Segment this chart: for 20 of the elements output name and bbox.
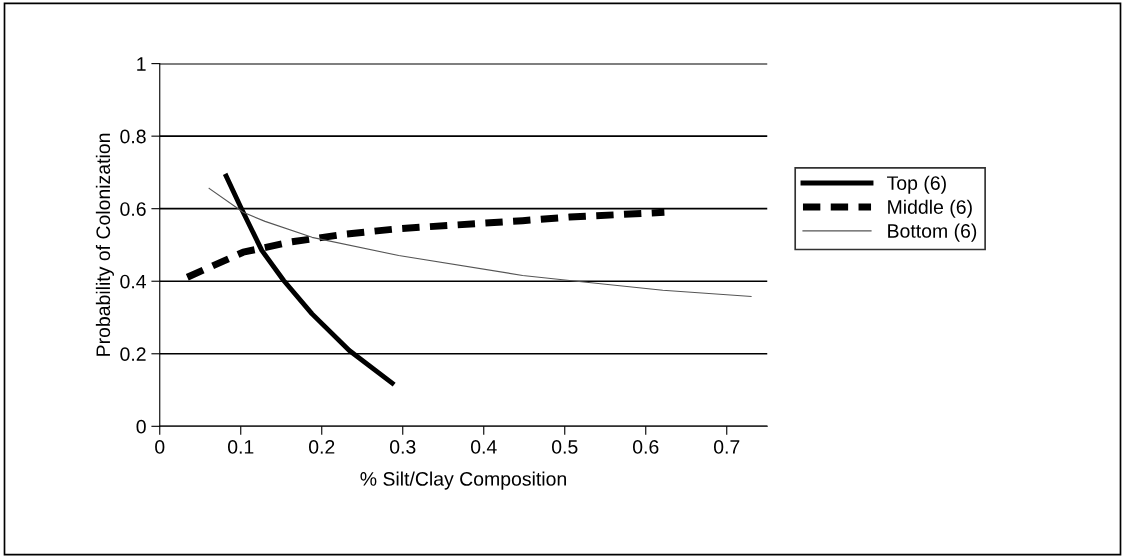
y-tick-label: 0.4 [120, 274, 146, 289]
line-series [208, 187, 752, 298]
y-tick-label: 0.8 [120, 129, 146, 144]
y-axis-title: Probability of Colonization [95, 133, 114, 356]
y-tick-label: 0.2 [120, 347, 146, 362]
y-tick-label: 0 [136, 419, 146, 434]
legend-label: Bottom (6) [888, 223, 977, 242]
legend-label: Middle (6) [888, 199, 972, 218]
x-tick-label: 0.5 [552, 440, 578, 454]
x-tick-label: 0 [155, 440, 165, 454]
x-tick-label: 0.3 [390, 440, 416, 454]
x-tick-label: 0.1 [228, 440, 254, 454]
x-tick-label: 0.7 [714, 440, 740, 454]
x-tick-label: 0.6 [633, 440, 659, 454]
legend-label: Top (6) [887, 175, 946, 194]
x-axis-title: % Silt/Clay Composition [360, 471, 566, 490]
x-tick-label: 0.4 [471, 440, 497, 454]
y-tick-label: 0.6 [120, 202, 146, 216]
x-tick-label: 0.2 [309, 440, 335, 454]
y-tick-label: 1 [137, 57, 146, 71]
